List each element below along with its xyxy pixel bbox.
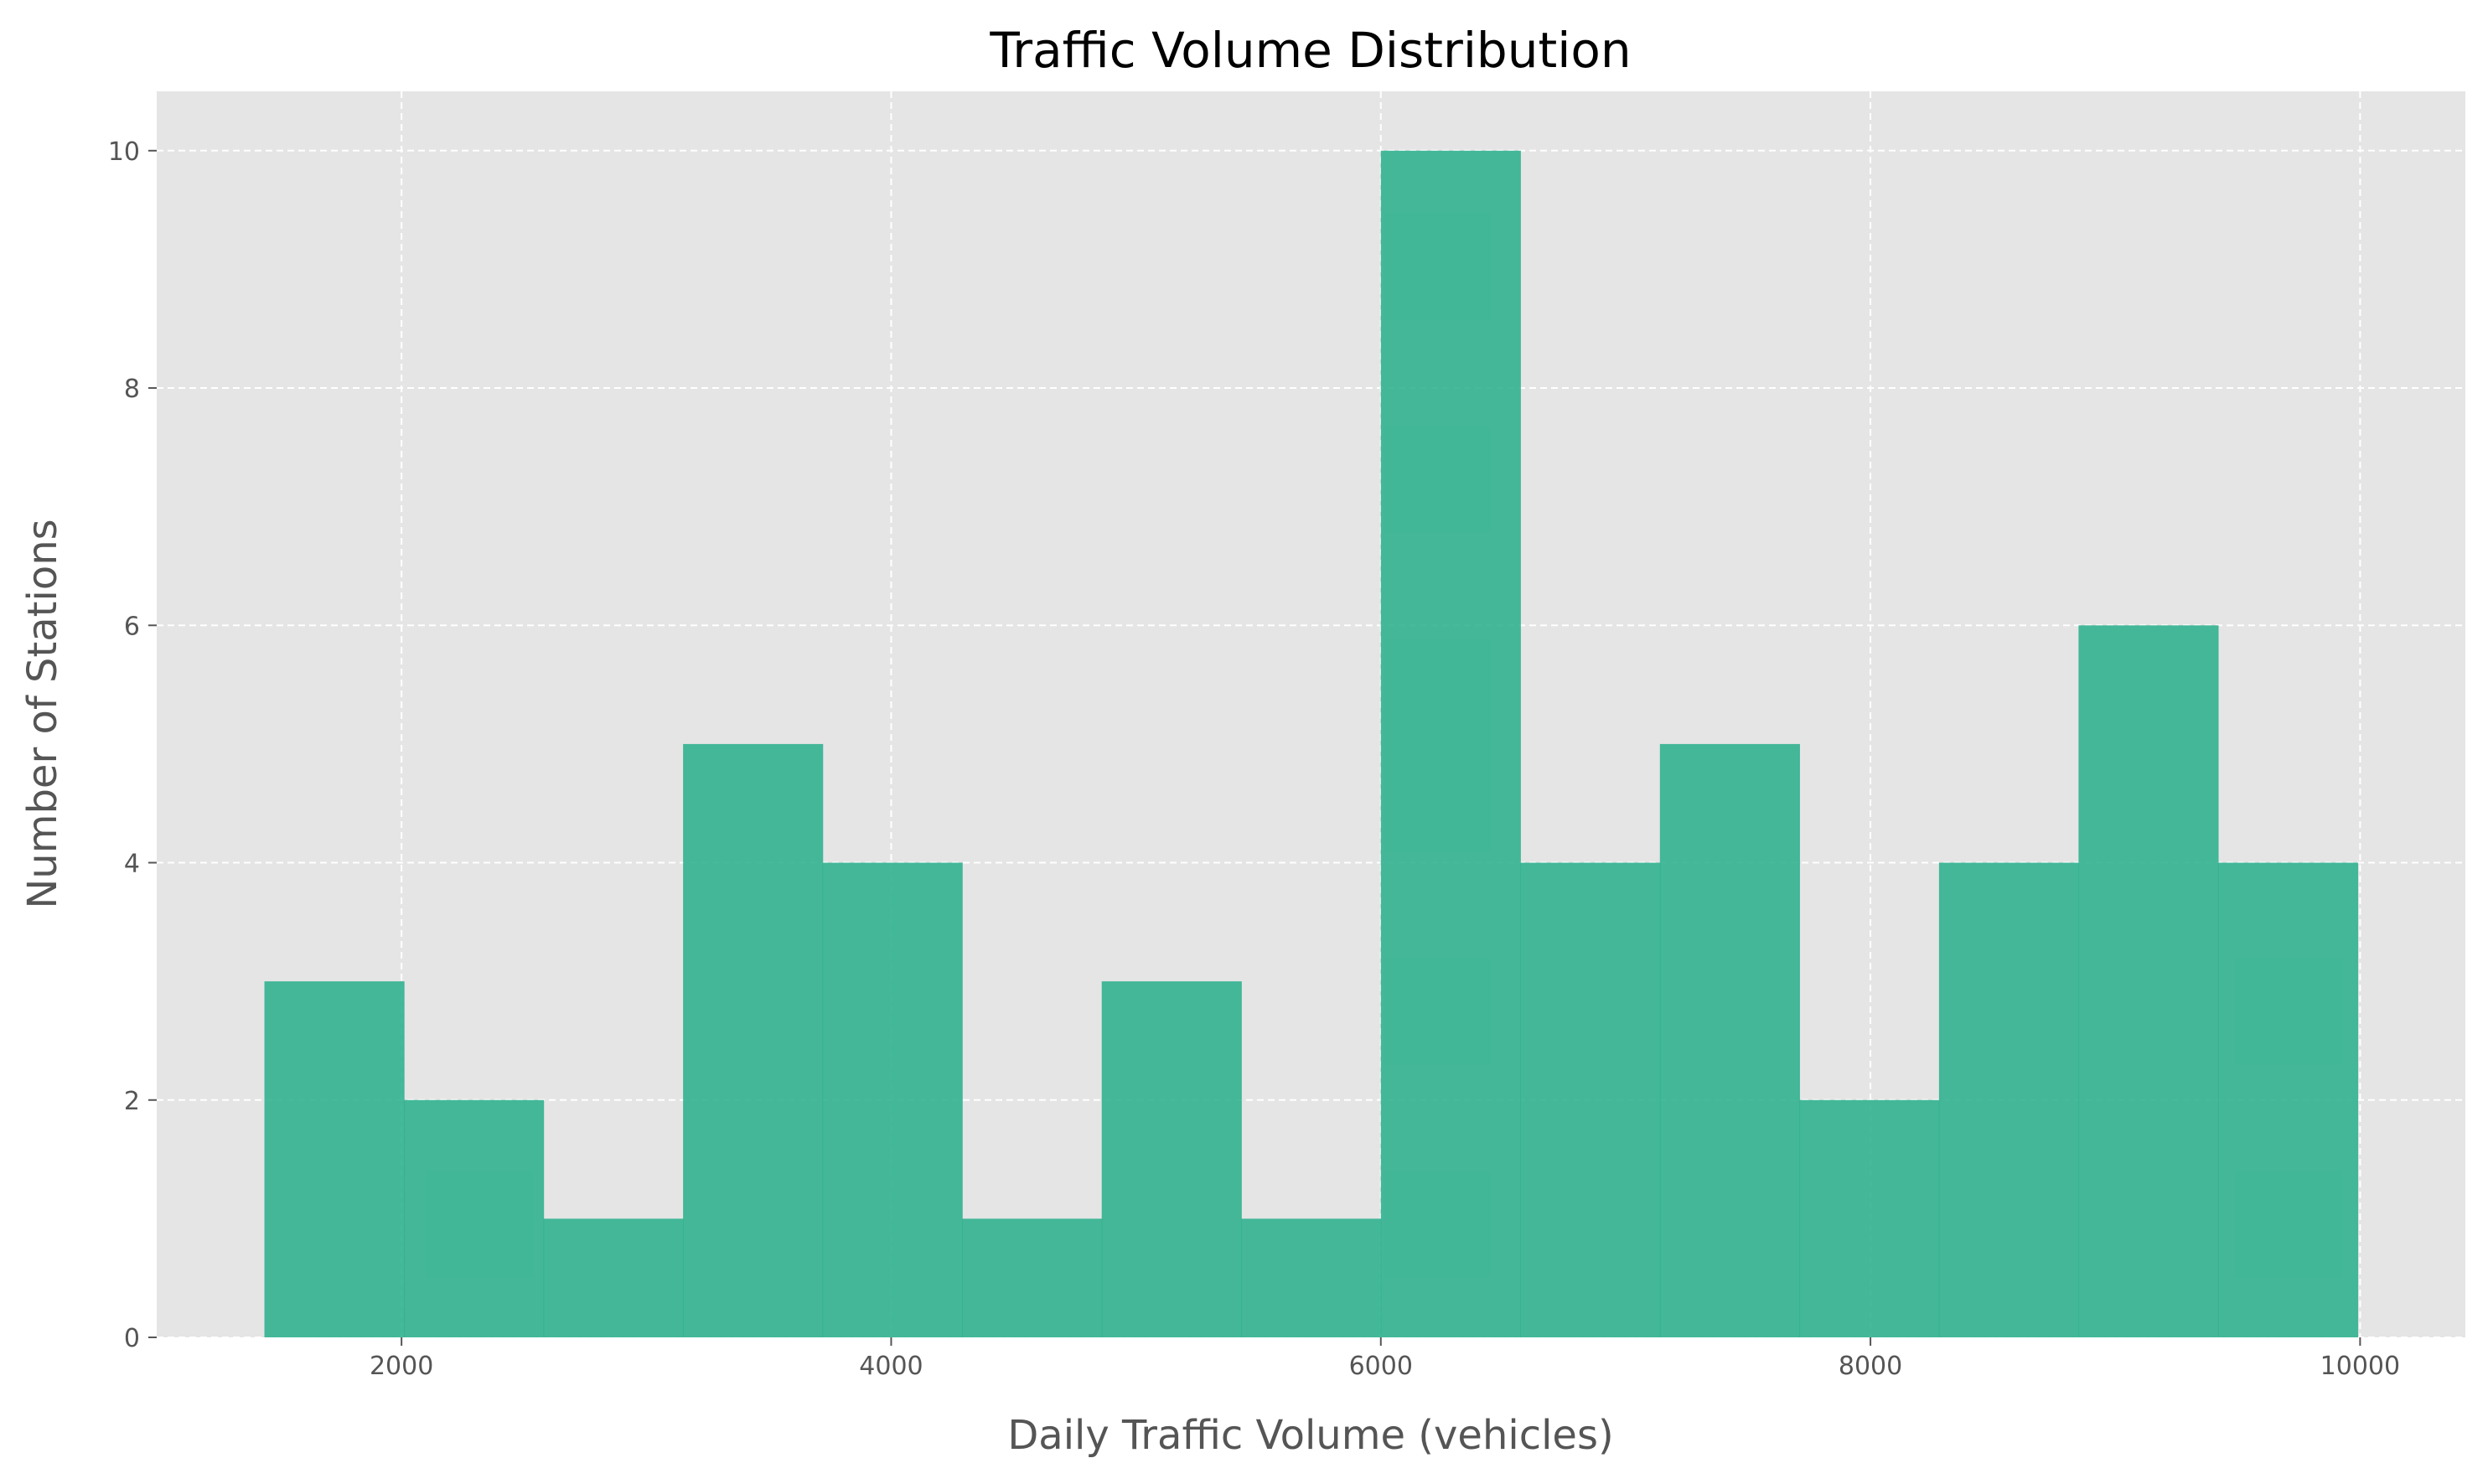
histogram-bar [1520,862,1661,1337]
histogram-bar [2217,862,2359,1337]
x-tick-label: 8000 [1839,1352,1902,1381]
y-tick-label: 4 [124,850,140,879]
histogram-bar [264,981,405,1337]
histogram-bars [264,150,2359,1337]
y-tick-label: 10 [108,137,140,167]
x-tick-label: 4000 [859,1352,923,1381]
y-axis-title: Number of Stations [19,519,66,908]
chart-title: Traffic Volume Distribution [989,22,1631,79]
y-tick-label: 0 [124,1324,140,1353]
histogram-bar [404,1099,545,1337]
x-axis-title: Daily Traffic Volume (vehicles) [1007,1412,1613,1459]
histogram-bar [683,743,824,1337]
histogram-bar [1101,981,1242,1337]
axis-ticks: 2000 4000 6000 8000 10000 0 2 4 6 8 10 [108,137,2400,1381]
histogram-bar [822,862,963,1337]
histogram-bar [1241,1218,1382,1337]
y-tick-label: 2 [124,1087,140,1116]
x-tick-label: 10000 [2320,1352,2400,1381]
histogram-bar [543,1218,684,1337]
histogram-bar [1659,743,1800,1337]
histogram-bar [1380,150,1521,1337]
histogram-bar [1799,1099,1940,1337]
x-tick-label: 6000 [1349,1352,1413,1381]
x-tick-label: 2000 [370,1352,433,1381]
histogram-bar [2078,625,2219,1337]
histogram-bar [962,1218,1103,1337]
y-tick-label: 8 [124,375,140,404]
histogram-bar [1938,862,2079,1337]
y-tick-label: 6 [124,612,140,641]
